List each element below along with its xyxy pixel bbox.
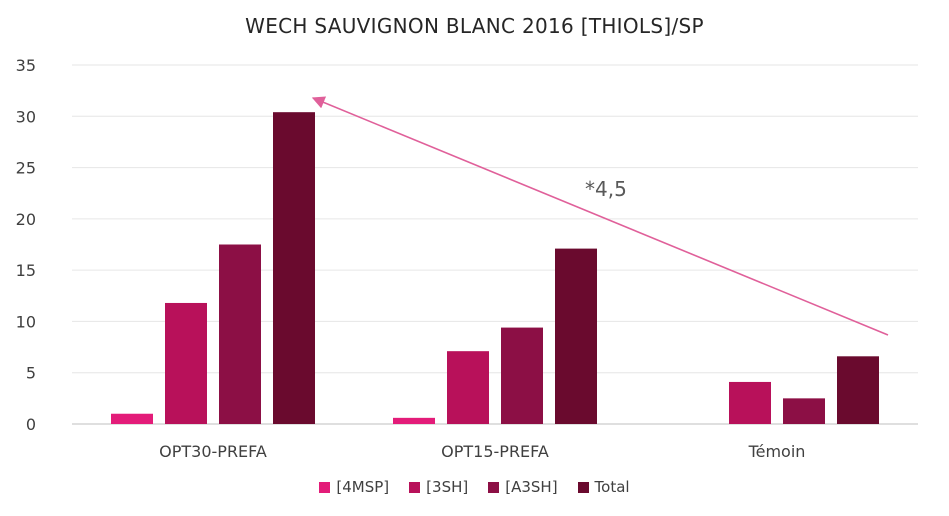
x-tick-label: OPT30-PREFA	[159, 442, 267, 461]
legend-swatch	[319, 481, 331, 493]
x-tick-label: OPT15-PREFA	[441, 442, 549, 461]
ratio-annotation-label: *4,5	[585, 177, 627, 201]
legend-label: Total	[594, 478, 630, 496]
y-tick-label: 5	[26, 364, 36, 383]
legend-item: [4MSP]	[319, 478, 389, 496]
ratio-arrow	[311, 96, 889, 336]
bar-total-1	[273, 112, 315, 424]
y-tick-label: 25	[16, 159, 36, 178]
chart-title: WECH SAUVIGNON BLANC 2016 [THIOLS]/SP	[245, 14, 704, 38]
legend-swatch	[577, 481, 589, 493]
bars	[111, 112, 879, 424]
x-tick-label: Témoin	[748, 442, 806, 461]
legend: [4MSP] [3SH] [A3SH] Total	[0, 478, 949, 496]
legend-item: [A3SH]	[488, 478, 558, 496]
legend-label: [A3SH]	[505, 478, 558, 496]
y-tick-label: 10	[16, 312, 36, 331]
bar-3sh-2	[447, 351, 489, 424]
legend-label: [3SH]	[426, 478, 469, 496]
y-tick-label: 15	[16, 261, 36, 280]
bar-a3sh-2	[501, 327, 543, 424]
y-tick-label: 30	[16, 107, 36, 126]
bar-3sh-3	[729, 381, 771, 424]
legend-item: [3SH]	[409, 478, 468, 496]
y-tick-label: 20	[16, 210, 36, 229]
legend-swatch	[409, 481, 421, 493]
legend-item: Total	[577, 478, 630, 496]
y-tick-label: 0	[26, 415, 36, 434]
y-axis-ticks: 0 5 10 15 20 25 30 35	[16, 56, 36, 434]
x-axis-ticks: OPT30-PREFA OPT15-PREFA Témoin	[159, 442, 805, 461]
bar-3sh-1	[165, 302, 207, 424]
legend-swatch	[488, 481, 500, 493]
y-tick-label: 35	[16, 56, 36, 75]
bar-4msp-2	[393, 417, 435, 424]
legend-label: [4MSP]	[336, 478, 390, 496]
bar-total-2	[555, 248, 597, 424]
bar-a3sh-1	[219, 244, 261, 424]
bar-a3sh-3	[783, 398, 825, 424]
bar-total-3	[837, 356, 879, 424]
gridlines	[72, 64, 918, 425]
annotation: *4,5	[311, 96, 889, 336]
bar-4msp-1	[111, 413, 153, 424]
